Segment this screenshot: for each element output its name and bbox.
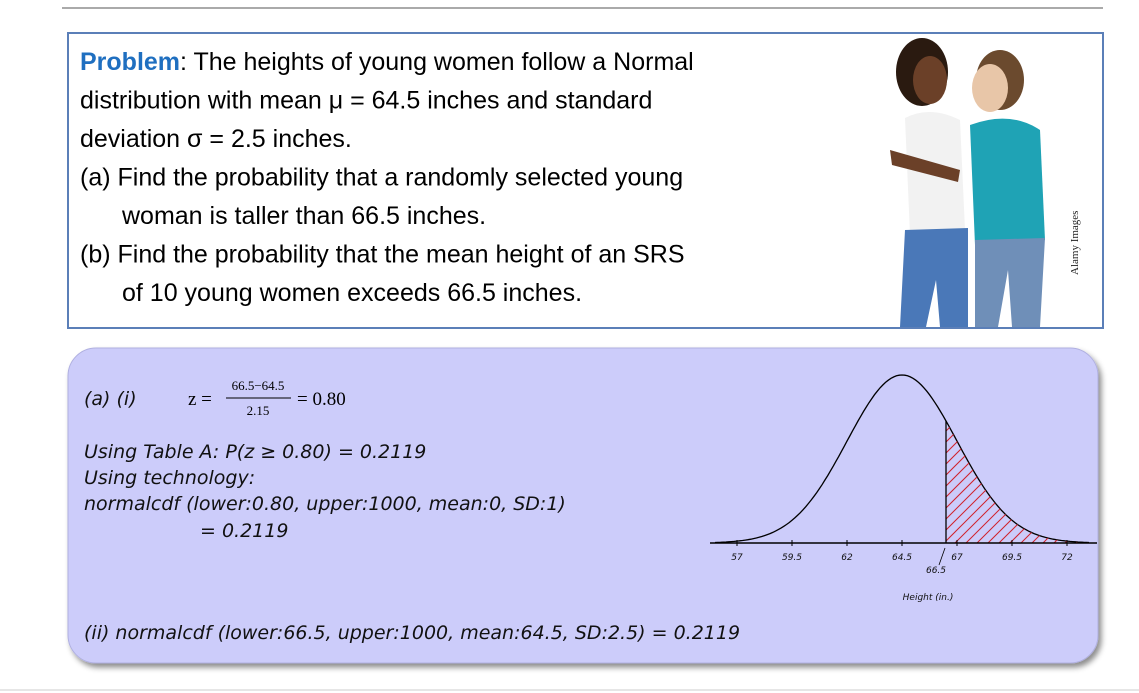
hatch-line (1120, 373, 1139, 543)
tick-label: 57 (731, 553, 743, 563)
problem-line: of 10 young women exceeds 66.5 inches. (122, 279, 582, 307)
tick-label: 59.5 (782, 553, 802, 563)
problem-heading: Problem (80, 48, 180, 76)
hatch-line (946, 421, 1049, 543)
problem-line: deviation σ = 2.5 inches. (80, 125, 352, 153)
problem-line: (a) Find the probability that a randomly… (80, 164, 683, 192)
formula-result: = 0.80 (297, 389, 346, 410)
problem-text: Problem: The heights of young women foll… (80, 48, 694, 307)
solution-line: normalcdf (lower:0.80, upper:1000, mean:… (84, 493, 566, 515)
formula-numerator: 66.5−64.5 (232, 378, 285, 393)
problem-line: (b) Find the probability that the mean h… (80, 241, 685, 269)
solution-box (67, 347, 1099, 664)
tick-label: 69.5 (1002, 553, 1022, 563)
cutoff-label: 66.5 (926, 566, 946, 576)
formula-lhs: z = (188, 389, 212, 410)
hatch-line (1131, 373, 1139, 543)
part-b-line: (ii) normalcdf (lower:66.5, upper:1000, … (84, 622, 740, 644)
photo-credit: Alamy Images (1069, 211, 1081, 275)
problem-line: woman is taller than 66.5 inches. (121, 202, 486, 230)
solution-line: = 0.2119 (200, 520, 288, 542)
problem-line: Problem: The heights of young women foll… (80, 48, 694, 76)
tick-label: 67 (951, 553, 963, 563)
axis-label: Height (in.) (903, 593, 954, 603)
normal-curve (714, 374, 1090, 544)
solution-line: Using Table A: P(z ≥ 0.80) = 0.2119 (84, 441, 426, 463)
problem-text: : The heights of young women follow a No… (180, 48, 694, 76)
part-a-label: (a) (i) (84, 388, 137, 410)
hatch-line (1098, 373, 1139, 543)
solution-line: Using technology: (84, 467, 255, 489)
tick-label: 64.5 (892, 553, 912, 563)
tick-label: 62 (841, 553, 853, 563)
cutoff-pointer (938, 547, 946, 566)
solution-text: (a) (i) z = 66.5−64.5 2.15 = 0.80 Using Table… (84, 378, 740, 644)
problem-line: distribution with mean μ = 64.5 inches a… (80, 87, 652, 115)
formula-denominator: 2.15 (247, 403, 270, 418)
photo: Alamy Images (868, 35, 1088, 327)
tick-label: 72 (1061, 553, 1073, 563)
hatch-line (1109, 373, 1139, 543)
hatch-line (946, 421, 1038, 543)
